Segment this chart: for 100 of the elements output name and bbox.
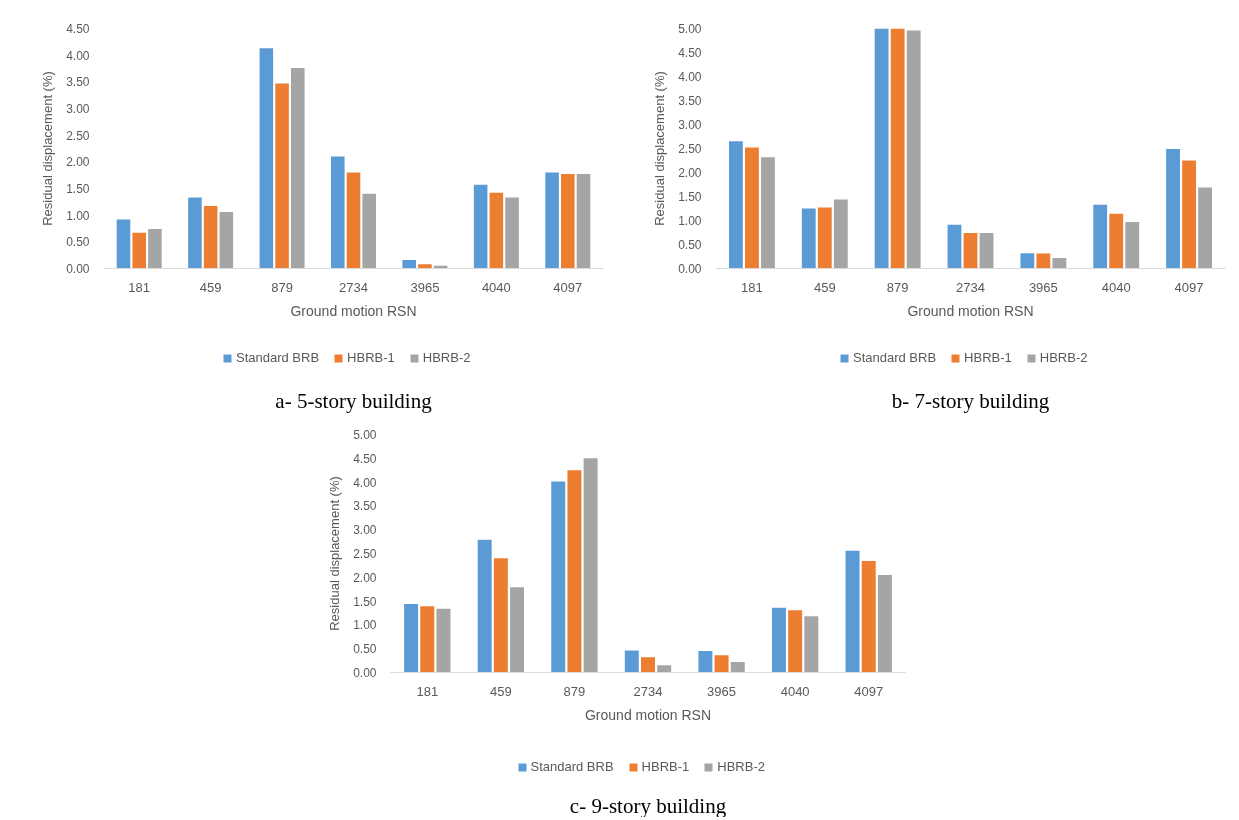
bar: [203, 206, 218, 269]
bar: [624, 650, 639, 673]
legend-label: HBRB-2: [717, 759, 765, 774]
bar: [761, 157, 775, 269]
y-axis-title: Residual displacement (%): [327, 476, 343, 631]
x-tick-label: 4040: [1101, 279, 1131, 295]
bar: [505, 197, 519, 269]
bar: [833, 199, 848, 269]
y-tick-label: 3.50: [66, 75, 90, 90]
x-axis-title: Ground motion RSN: [290, 302, 417, 319]
x-tick-label: 2734: [633, 683, 663, 699]
bar: [346, 172, 361, 269]
legend-label: HBRB-2: [1039, 350, 1088, 365]
bar: [1020, 253, 1035, 269]
bar: [331, 156, 345, 269]
x-tick-label: 4097: [854, 683, 884, 699]
x-tick-label: 4040: [780, 683, 810, 699]
y-tick-label: 1.50: [678, 190, 702, 204]
bar: [291, 67, 305, 269]
x-tick-label: 3965: [1028, 279, 1058, 295]
y-tick-label: 2.00: [353, 570, 377, 585]
x-tick-label: 2734: [339, 279, 368, 295]
bar: [551, 481, 566, 673]
y-tick-label: 3.50: [678, 94, 702, 108]
y-tick-label: 0.50: [66, 235, 90, 250]
bar: [1093, 204, 1108, 269]
y-tick-label: 4.00: [678, 70, 702, 84]
x-tick-label: 181: [416, 683, 439, 699]
y-tick-label: 4.50: [353, 451, 377, 466]
bar: [801, 208, 816, 269]
x-tick-label: 4097: [1174, 279, 1204, 295]
x-tick-label: 2734: [956, 279, 985, 295]
bar: [404, 603, 419, 673]
bar: [1052, 257, 1067, 269]
y-tick-label: 3.50: [353, 499, 377, 514]
bar: [1166, 148, 1180, 269]
bar: [436, 608, 451, 673]
bar: [545, 172, 559, 269]
bar: [116, 219, 131, 269]
y-tick-label: 5.00: [353, 428, 377, 442]
y-tick-label: 2.00: [66, 155, 90, 170]
y-tick-label: 2.50: [353, 547, 377, 561]
y-tick-label: 0.50: [678, 238, 702, 252]
bar: [567, 470, 582, 673]
text: a- 5-story building: [275, 388, 433, 413]
bar: [275, 83, 289, 269]
bar: [877, 574, 892, 673]
x-tick-label: 459: [199, 279, 222, 295]
y-axis-title: Residual displacement (%): [40, 71, 56, 226]
bar: [493, 558, 508, 673]
x-tick-label: 459: [490, 683, 512, 699]
bar: [362, 193, 376, 269]
bar: [963, 232, 978, 269]
bar: [817, 207, 832, 269]
bar: [657, 665, 672, 673]
bar: [420, 606, 435, 673]
x-tick-label: 4040: [481, 279, 511, 295]
bar: [473, 184, 488, 269]
bar: [861, 561, 876, 673]
bar: [148, 229, 162, 269]
bar: [714, 655, 729, 673]
bar: [890, 28, 905, 269]
bar: [418, 264, 432, 269]
legend-label: Standard BRB: [530, 759, 614, 774]
y-tick-label: 4.50: [66, 22, 90, 36]
y-tick-label: 1.00: [353, 618, 377, 633]
x-tick-label: 879: [271, 279, 293, 295]
y-tick-label: 0.00: [66, 262, 90, 276]
bar: [1198, 187, 1213, 269]
bar: [188, 197, 202, 269]
bar: [771, 607, 786, 673]
bar: [1036, 253, 1051, 269]
text: c- 9-story building: [569, 793, 727, 818]
bar: [728, 141, 743, 269]
bar: [576, 174, 591, 269]
bar: [132, 232, 146, 269]
y-tick-label: 2.50: [66, 128, 90, 143]
bar: [804, 616, 819, 673]
y-tick-label: 1.00: [678, 214, 702, 228]
y-axis-title: Residual displacement (%): [652, 71, 668, 226]
x-tick-label: 3965: [707, 683, 737, 699]
legend-label: HBRB-2: [422, 350, 471, 365]
x-axis-title: Ground motion RSN: [584, 706, 712, 723]
x-tick-label: 3965: [410, 279, 440, 295]
bar: [1182, 160, 1196, 269]
x-axis-title: Ground motion RSN: [907, 302, 1034, 319]
y-tick-label: 3.00: [353, 523, 377, 538]
bar: [477, 539, 492, 673]
bar: [745, 147, 759, 269]
x-tick-label: 181: [741, 279, 763, 295]
y-tick-label: 1.50: [353, 594, 377, 609]
bar: [906, 30, 921, 269]
bar: [845, 550, 860, 673]
bar: [788, 610, 803, 673]
y-tick-label: 1.00: [66, 208, 90, 223]
bar: [1109, 213, 1124, 269]
x-tick-label: 879: [563, 683, 586, 699]
x-tick-label: 879: [886, 279, 909, 295]
y-tick-label: 2.00: [678, 166, 702, 180]
y-tick-label: 4.00: [353, 475, 377, 490]
